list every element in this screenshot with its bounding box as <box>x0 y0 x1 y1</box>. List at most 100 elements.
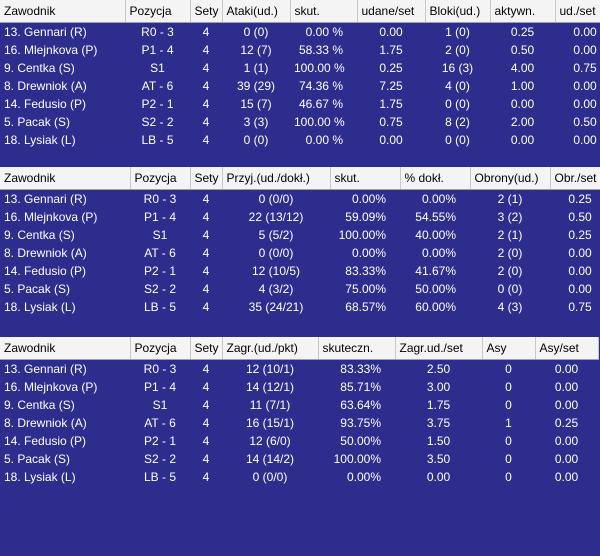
stat-cell: 63.64% <box>340 398 381 412</box>
stat-cell: 60.00% <box>415 300 456 314</box>
player-name: 8. Drewniok (A) <box>4 79 87 93</box>
player-row: 9. Centka (S) S1 4 1 (1) 100.00 % 0.25 16 (3) 4… <box>0 59 600 77</box>
stat-cell: 0.00 <box>554 362 579 376</box>
stat-cell: 0.75 <box>573 61 597 75</box>
stat-cell: 0.00 <box>510 97 535 111</box>
player-row: 14. Fedusio (P) P2 - 1 4 12 (6/0) 50.00% 1.50… <box>0 432 598 450</box>
player-row: 18. Lysiak (L) LB - 5 4 0 (0) 0.00 % 0.00 0 (0… <box>0 131 600 149</box>
player-row: 8. Drewniok (A) AT - 6 4 39 (29) 74.36 % 7.25… <box>0 77 600 95</box>
column-header: Zawodnik <box>0 0 126 23</box>
stat-cell: 100.00 % <box>294 115 345 129</box>
player-row: 5. Pacak (S) S2 - 2 4 3 (3) 100.00 % 0.75 8 (2… <box>0 113 600 131</box>
stat-cell: 4 <box>202 380 210 394</box>
player-row: 13. Gennari (R) R0 - 3 4 0 (0/0) 0.00% 0.00% 2… <box>0 190 600 209</box>
stat-cell: 74.36 % <box>298 79 343 93</box>
stat-cell: 2.00 <box>510 115 535 129</box>
stat-cell: 4 <box>202 452 210 466</box>
stat-cell: 0.50 <box>568 210 592 224</box>
player-row: 8. Drewniok (A) AT - 6 4 16 (15/1) 93.75% 3.7… <box>0 414 598 432</box>
stat-cell: 0.25 <box>510 25 535 39</box>
stat-cell: 5 (5/2) <box>258 228 294 242</box>
serve-table-box: Zawodnik Pozycja Sety Zagr.(ud./pkt) skutecz… <box>0 337 600 486</box>
stat-cell: LB - 5 <box>141 133 174 147</box>
stat-cell: 35 (24/21) <box>248 300 304 314</box>
stat-cell: 40.00% <box>415 228 456 242</box>
stat-cell: 1.75 <box>379 43 403 57</box>
stat-cell: S1 <box>150 61 165 75</box>
stat-cell: LB - 5 <box>143 300 176 314</box>
stat-cell: 4 (3/2) <box>258 282 294 296</box>
stat-cell: 12 (10/5) <box>251 264 301 278</box>
stat-cell: 4 <box>202 434 210 448</box>
stat-cell: AT - 6 <box>141 79 174 93</box>
stat-cell: 68.57% <box>345 300 386 314</box>
player-row: 5. Pacak (S) S2 - 2 4 4 (3/2) 75.00% 50.00% 0 … <box>0 280 600 298</box>
stat-cell: 0 (0) <box>445 97 470 111</box>
stat-cell: 54.55% <box>415 210 456 224</box>
stat-cell: 0 (0) <box>445 133 470 147</box>
stat-cell: 1.00 <box>510 79 535 93</box>
stat-cell: 2.50 <box>426 362 451 376</box>
stat-cell: 1.50 <box>426 434 451 448</box>
stat-cell: 0.00 <box>379 133 403 147</box>
stat-cell: 0 <box>505 470 512 484</box>
column-header: aktywn. <box>490 0 556 23</box>
player-row: 9. Centka (S) S1 4 5 (5/2) 100.00% 40.00% 2 (1… <box>0 226 600 244</box>
stat-cell: 50.00% <box>340 434 381 448</box>
stat-cell: 0.00 <box>573 25 597 39</box>
stat-cell: 4 (3) <box>497 300 523 314</box>
player-row: 18. Lysiak (L) LB - 5 4 0 (0/0) 0.00% 0.00 0 0.… <box>0 468 598 486</box>
stat-cell: 0.25 <box>379 61 403 75</box>
stat-cell: 2 (1) <box>497 228 523 242</box>
player-row: 16. Mlejnkova (P) P1 - 4 4 14 (12/1) 85.71% 3… <box>0 378 598 396</box>
stat-cell: 4 <box>202 398 210 412</box>
stat-cell: 0.25 <box>568 192 592 206</box>
column-header: Sety <box>190 0 223 23</box>
stat-cell: 2 (0) <box>497 246 523 260</box>
stat-cell: 14 (14/2) <box>245 452 295 466</box>
player-row: 5. Pacak (S) S2 - 2 4 14 (14/2) 100.00% 3.50 0… <box>0 450 598 468</box>
stat-cell: 0.75 <box>379 115 403 129</box>
stat-cell: LB - 5 <box>143 470 176 484</box>
stat-cell: S2 - 2 <box>143 282 176 296</box>
stat-cell: 12 (6/0) <box>249 434 291 448</box>
stat-cell: 0 <box>505 380 512 394</box>
stat-cell: 85.71% <box>340 380 381 394</box>
stat-cell: 0 <box>505 434 512 448</box>
stat-cell: 2 (0) <box>445 43 470 57</box>
player-row: 13. Gennari (R) R0 - 3 4 12 (10/1) 83.33% 2.5… <box>0 360 598 379</box>
stat-cell: 4 <box>202 470 210 484</box>
stat-cell: 0.00 <box>426 470 451 484</box>
player-name: 18. Lysiak (L) <box>4 300 76 314</box>
column-header: skut. <box>290 0 358 23</box>
player-row: 9. Centka (S) S1 4 11 (7/1) 63.64% 1.75 0 0.00 <box>0 396 598 414</box>
stat-cell: 0 (0/0) <box>258 192 294 206</box>
stat-cell: 41.67% <box>415 264 456 278</box>
stat-cell: S1 <box>152 228 168 242</box>
stat-cell: 0.00 % <box>305 25 343 39</box>
stat-cell: 0 (0/0) <box>252 470 288 484</box>
column-header: % dokł. <box>400 167 471 190</box>
stat-cell: 4 <box>202 115 210 129</box>
stat-cell: 0.00 <box>379 25 403 39</box>
stat-cell: 4 <box>202 97 210 111</box>
stat-cell: 14 (12/1) <box>245 380 295 394</box>
stat-cell: 0.00 <box>554 452 579 466</box>
column-header: skuteczn. <box>318 337 396 360</box>
column-header: Obr./set <box>550 167 600 190</box>
player-name: 5. Pacak (S) <box>4 115 71 129</box>
stat-cell: 1 <box>505 416 512 430</box>
stat-cell: 4 <box>202 79 210 93</box>
stat-cell: 0 (0) <box>243 133 269 147</box>
column-header: Przyj.(ud./dokł.) <box>222 167 331 190</box>
column-header: udane/set <box>357 0 426 23</box>
player-name: 13. Gennari (R) <box>4 192 87 206</box>
column-header: Obrony(ud.) <box>470 167 551 190</box>
stat-cell: 12 (7) <box>240 43 272 57</box>
stat-cell: 1 (0) <box>445 25 470 39</box>
player-row: 16. Mlejnkova (P) P1 - 4 4 12 (7) 58.33 % 1.7… <box>0 41 600 59</box>
header-row: Zawodnik Pozycja Sety Przyj.(ud./dokł.) skut… <box>0 167 600 190</box>
stat-cell: 3.75 <box>426 416 451 430</box>
column-header: Zagr.(ud./pkt) <box>222 337 319 360</box>
